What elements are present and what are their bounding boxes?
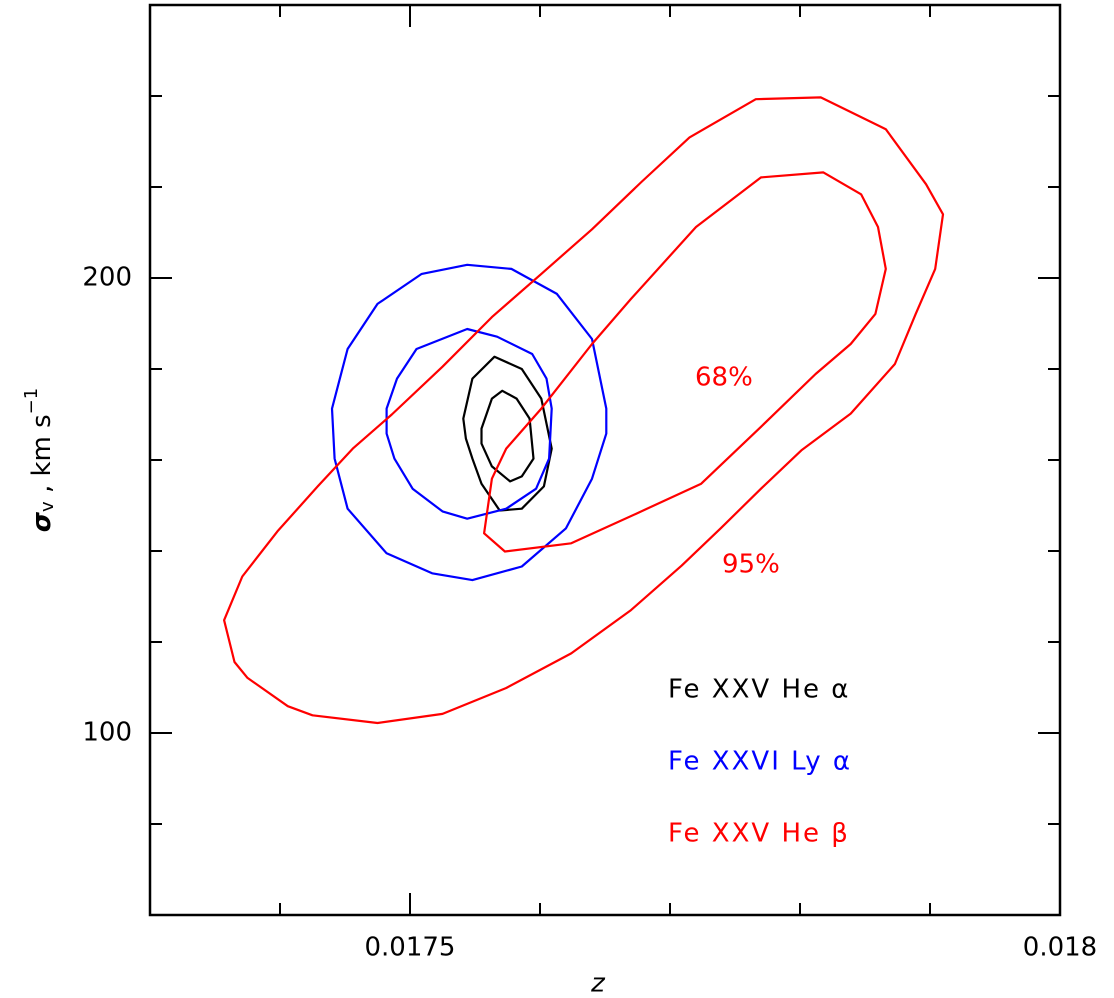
x-axis-label: z — [590, 969, 606, 998]
y-label-symbol: σ — [27, 511, 57, 532]
contour-line — [483, 171, 887, 553]
y-axis-label: σv , km s−1 — [21, 388, 58, 532]
y-tick-label: 200 — [82, 263, 132, 293]
legend-entry: Fe XXV He β — [668, 819, 850, 849]
y-label-superscript: −1 — [21, 388, 42, 415]
legend-entry: Fe XXV He α — [668, 675, 850, 705]
contour-line — [330, 263, 608, 582]
legend-entry: Fe XXVI Ly α — [668, 747, 852, 777]
y-label-subscript: v — [37, 501, 58, 512]
contour-line — [385, 327, 553, 520]
plot-frame — [148, 3, 1062, 917]
y-tick-label: 100 — [82, 718, 132, 748]
x-tick-label: 0.0175 — [365, 933, 456, 963]
contour-line — [462, 355, 553, 512]
y-label-text: , km s — [27, 414, 57, 501]
level-annotation: 95% — [722, 550, 780, 580]
contour-line — [480, 389, 535, 483]
level-annotation: 68% — [695, 363, 753, 393]
contour-line — [223, 96, 945, 725]
x-tick-label: 0.018 — [1023, 933, 1097, 963]
